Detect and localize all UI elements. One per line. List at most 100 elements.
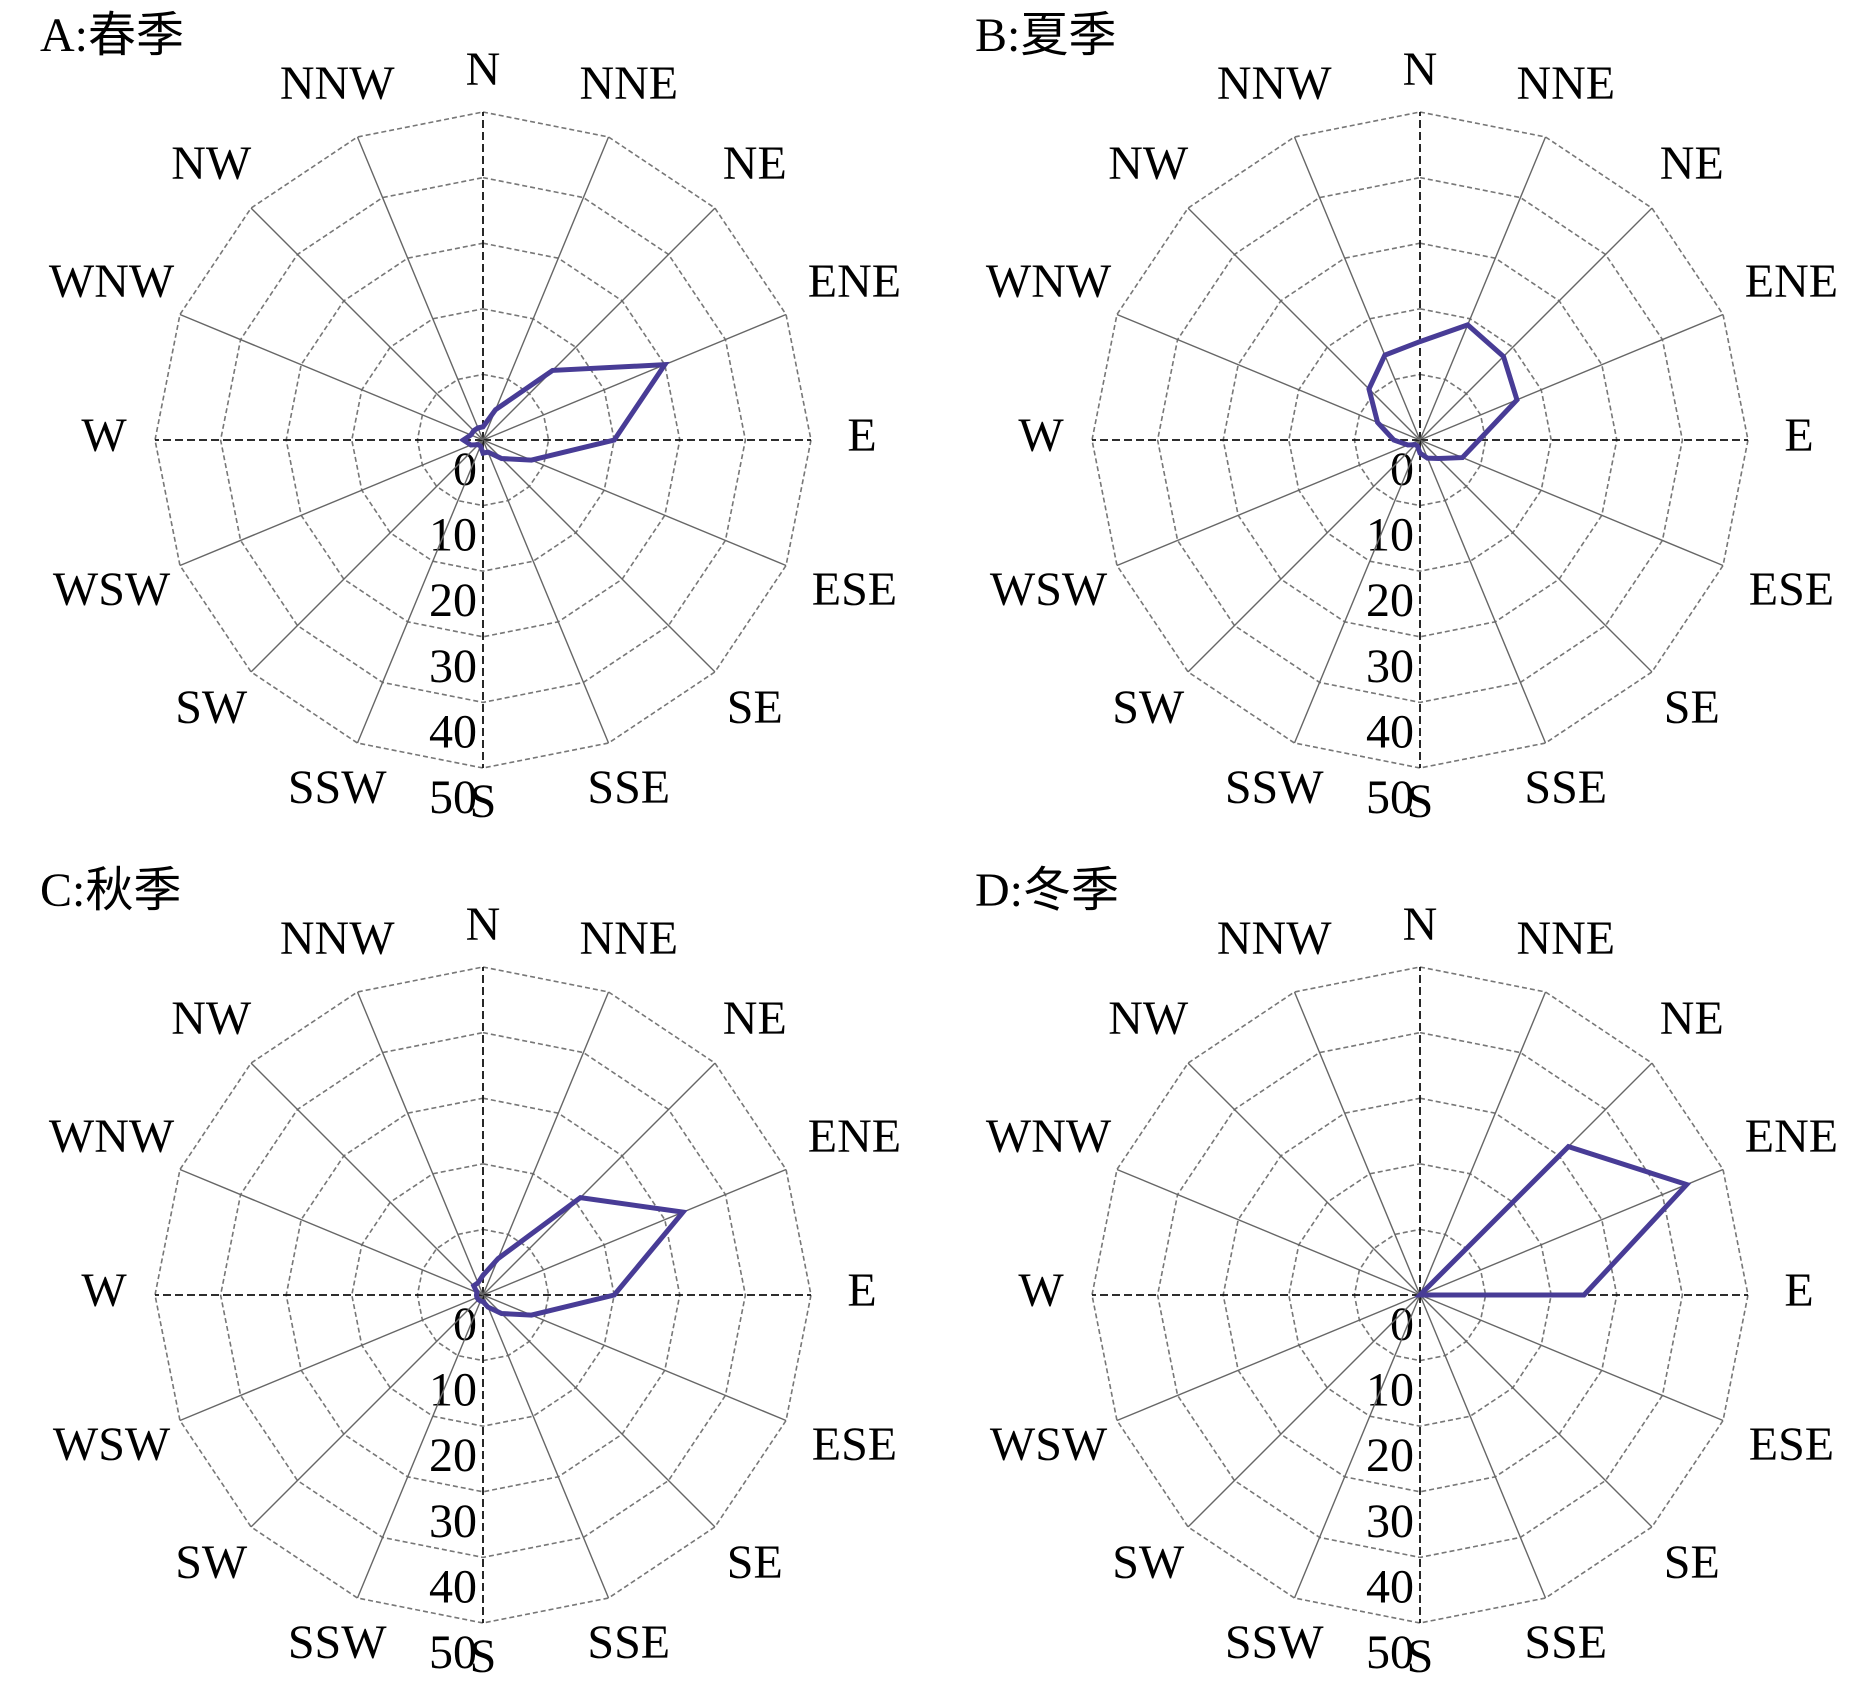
direction-label: NNW <box>280 912 395 965</box>
direction-label: WNW <box>986 1110 1112 1163</box>
direction-label: NNE <box>579 57 678 110</box>
direction-label: SE <box>1664 681 1720 734</box>
direction-label: ENE <box>1745 1110 1838 1163</box>
r-tick-label: 0 <box>1390 443 1414 496</box>
spoke <box>482 136 610 441</box>
direction-label: S <box>1407 775 1434 828</box>
r-tick-label: 40 <box>429 1560 477 1613</box>
direction-label: SSW <box>288 1616 387 1669</box>
r-tick-label: 50 <box>1366 771 1414 824</box>
spoke <box>1187 1062 1421 1296</box>
direction-label: NE <box>723 992 787 1045</box>
wind-frequency-polygon <box>1413 1143 1692 1298</box>
spoke <box>1419 1294 1653 1528</box>
direction-label: ENE <box>808 255 901 308</box>
direction-label: ESE <box>812 1418 897 1471</box>
direction-label: WSW <box>990 1418 1108 1471</box>
grid-ring <box>285 242 681 638</box>
direction-label: ENE <box>1745 255 1838 308</box>
spoke <box>1419 1294 1547 1599</box>
direction-label: W <box>81 409 127 462</box>
spoke <box>250 1294 484 1528</box>
direction-label: N <box>1403 898 1438 951</box>
r-tick-label: 30 <box>429 1495 477 1548</box>
direction-label: SSE <box>587 761 670 814</box>
grid-ring <box>219 1031 747 1559</box>
spoke <box>1293 991 1421 1296</box>
grid-ring <box>1091 966 1749 1624</box>
direction-label: SSE <box>1524 1616 1607 1669</box>
direction-label: NNW <box>280 57 395 110</box>
spoke <box>1187 207 1421 441</box>
grid-ring <box>1222 242 1618 638</box>
direction-label: S <box>470 775 497 828</box>
spoke <box>179 1294 484 1422</box>
grid-ring <box>1222 1097 1618 1493</box>
direction-label: ENE <box>808 1110 901 1163</box>
direction-label: WSW <box>53 1418 171 1471</box>
spoke <box>1116 313 1421 441</box>
spoke <box>1293 1294 1421 1599</box>
r-tick-label: 30 <box>429 640 477 693</box>
spoke <box>1293 136 1421 441</box>
direction-label: WNW <box>986 255 1112 308</box>
chart-title: D:冬季 <box>975 864 1119 917</box>
direction-label: NE <box>1660 137 1724 190</box>
r-tick-label: 20 <box>429 1429 477 1482</box>
direction-label: E <box>847 409 876 462</box>
grid-ring <box>1156 1031 1684 1559</box>
spoke <box>250 207 484 441</box>
direction-label: WNW <box>49 1110 175 1163</box>
r-tick-label: 50 <box>1366 1626 1414 1679</box>
direction-label: WSW <box>53 563 171 616</box>
direction-label: ESE <box>812 563 897 616</box>
direction-label: NNW <box>1217 912 1332 965</box>
direction-label: SW <box>175 1536 248 1589</box>
grid-ring <box>1156 176 1684 704</box>
spoke <box>482 439 716 673</box>
direction-label: SSW <box>288 761 387 814</box>
spoke <box>179 439 484 567</box>
spoke <box>1419 313 1724 441</box>
spoke <box>482 1294 716 1528</box>
spoke <box>179 1168 484 1296</box>
r-tick-label: 30 <box>1366 1495 1414 1548</box>
spoke <box>482 313 787 441</box>
direction-label: N <box>466 43 501 96</box>
r-tick-label: 40 <box>1366 1560 1414 1613</box>
chart-title: A:春季 <box>40 9 184 62</box>
spoke <box>356 1294 484 1599</box>
direction-label: SSW <box>1225 761 1324 814</box>
spoke <box>356 136 484 441</box>
r-tick-label: 0 <box>453 443 477 496</box>
spoke <box>1116 439 1421 567</box>
direction-label: SSE <box>587 1616 670 1669</box>
spoke <box>179 313 484 441</box>
spoke <box>1419 991 1547 1296</box>
direction-label: SE <box>727 1536 783 1589</box>
direction-label: ESE <box>1749 1418 1834 1471</box>
direction-label: NW <box>171 137 252 190</box>
r-tick-label: 0 <box>453 1298 477 1351</box>
direction-label: SW <box>1112 681 1185 734</box>
spoke <box>356 439 484 744</box>
direction-label: NW <box>171 992 252 1045</box>
direction-label: NE <box>723 137 787 190</box>
grid-ring <box>350 307 616 573</box>
spoke <box>1419 439 1653 673</box>
r-tick-label: 20 <box>1366 574 1414 627</box>
direction-label: W <box>1018 409 1064 462</box>
spoke <box>1419 1168 1724 1296</box>
spoke <box>1419 136 1547 441</box>
spoke <box>1419 1294 1724 1422</box>
spoke <box>356 991 484 1296</box>
direction-label: NW <box>1108 137 1189 190</box>
direction-label: WSW <box>990 563 1108 616</box>
direction-label: N <box>466 898 501 951</box>
spoke <box>482 1168 787 1296</box>
direction-label: SSE <box>1524 761 1607 814</box>
spoke <box>1419 439 1724 567</box>
spoke <box>1293 439 1421 744</box>
direction-label: E <box>1784 1264 1813 1317</box>
